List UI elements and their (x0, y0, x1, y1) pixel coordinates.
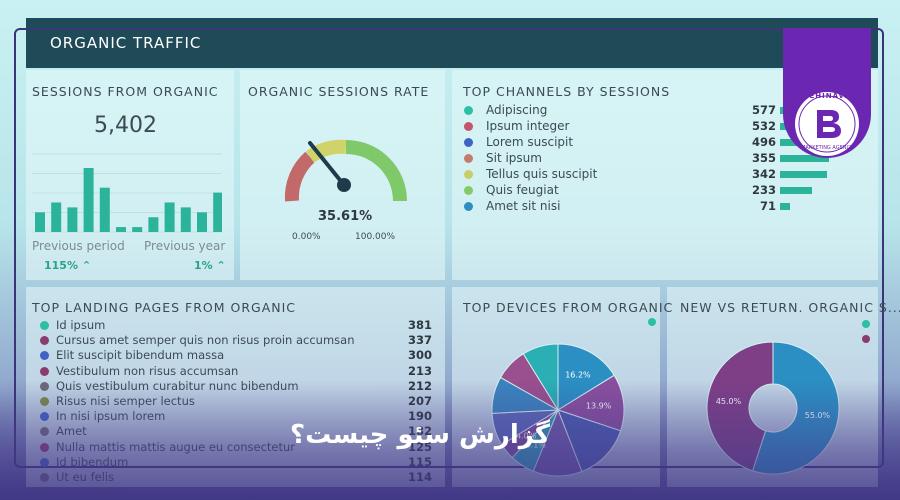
arrow-up-icon: ⌃ (81, 259, 92, 272)
bottom-gradient-overlay (0, 380, 900, 500)
rate-min-label: 0.00% (292, 232, 321, 242)
gauge-hub (337, 178, 351, 192)
session-bar (99, 187, 110, 232)
channel-value: 355 (751, 151, 776, 165)
channel-label: Ipsum integer (486, 119, 570, 133)
channel-bar (780, 203, 790, 210)
landing-color-dot (40, 336, 49, 346)
channel-value: 532 (751, 119, 776, 133)
logo-brand-text: BEHINAVA (803, 92, 851, 100)
devices-legend-stub (648, 318, 658, 478)
newret-title: NEW VS RETURN. ORGANIC S... (680, 300, 900, 315)
legend-dot (648, 318, 656, 326)
channel-color-dot (464, 106, 473, 115)
channel-bar (780, 171, 828, 178)
channel-value: 233 (751, 183, 776, 197)
channels-title: TOP CHANNELS BY SESSIONS (463, 84, 671, 99)
prev-year-label: Previous year (144, 239, 226, 253)
channel-color-dot (464, 202, 473, 211)
session-bar (164, 202, 175, 232)
channel-label: Lorem suscipit (486, 135, 574, 149)
session-bar (51, 202, 62, 232)
landing-page-label: Vestibulum non risus accumsan (56, 363, 239, 378)
prev-period-pct: 115% ⌃ (44, 259, 92, 272)
gauge-needle (308, 141, 346, 187)
rate-title: ORGANIC SESSIONS RATE (248, 84, 430, 99)
session-bar (180, 207, 191, 232)
channel-value: 577 (751, 103, 776, 117)
gauge-red-arc (284, 151, 315, 202)
landing-page-value: 337 (407, 333, 432, 348)
rate-max-label: 100.00% (355, 232, 396, 242)
landing-page-label: Id ipsum (56, 318, 106, 332)
landing-page-label: Elit suscipit bibendum massa (56, 348, 225, 363)
landing-page-label: Cursus amet semper quis non risus proin … (56, 333, 355, 348)
landing-color-dot (40, 321, 49, 330)
landing-page-value: 213 (407, 363, 432, 378)
channel-color-dot (464, 122, 473, 131)
landing-color-dot (40, 351, 49, 361)
newret-legend-dot-2 (862, 335, 870, 343)
prev-year-pct: 1% ⌃ (194, 259, 226, 272)
session-bar (148, 217, 159, 232)
channel-color-dot (464, 154, 473, 163)
gauge-green-arc (345, 140, 407, 202)
rate-panel (240, 70, 445, 280)
landing-page-value: 300 (407, 348, 432, 363)
landing-page-value: 381 (407, 318, 432, 332)
sessions-bar-chart (32, 153, 222, 233)
session-bar (132, 227, 143, 232)
sessions-value: 5,402 (94, 113, 157, 138)
newret-legend-dot-1 (862, 320, 870, 328)
channel-color-dot (464, 186, 473, 195)
sessions-panel (26, 70, 234, 280)
session-bar (197, 212, 207, 232)
channel-color-dot (464, 138, 473, 147)
prev-period-label: Previous period (32, 239, 125, 253)
channel-label: Quis feugiat (486, 183, 559, 197)
gauge-yellow-arc (305, 139, 347, 163)
header-bar (26, 18, 878, 68)
brand-logo-icon (795, 92, 859, 156)
channel-bar (780, 187, 813, 194)
channel-value: 496 (751, 135, 776, 149)
session-bar (116, 227, 126, 232)
rate-gauge (284, 139, 407, 202)
channel-color-dot (464, 170, 473, 179)
session-bar (83, 168, 94, 232)
devices-slice-label: 16.2% (565, 370, 591, 379)
channel-label: Tellus quis suscipit (486, 167, 598, 181)
logo-tagline-text: MARKETING AGENCY (801, 145, 853, 151)
sessions-title: SESSIONS FROM ORGANIC (32, 84, 219, 99)
page-title: ORGANIC TRAFFIC (50, 34, 202, 52)
session-bar (35, 212, 45, 232)
overlay-title: گزارش سئو چیست؟ (290, 420, 551, 450)
channel-value: 71 (759, 199, 776, 213)
brand-logo-ribbon: BEHINAVA MARKETING AGENCY (783, 28, 871, 158)
session-bar (213, 192, 222, 232)
session-bar (67, 207, 78, 232)
landing-color-dot (40, 366, 49, 376)
channel-value: 342 (751, 167, 776, 181)
arrow-up-icon: ⌃ (216, 259, 226, 272)
rate-value: 35.61% (318, 209, 373, 224)
channel-label: Amet sit nisi (486, 199, 561, 213)
channel-bar (780, 155, 830, 162)
devices-title: TOP DEVICES FROM ORGANIC (463, 300, 674, 315)
channel-label: Adipiscing (486, 103, 548, 117)
channel-label: Sit ipsum (486, 151, 542, 165)
landing-title: TOP LANDING PAGES FROM ORGANIC (32, 300, 297, 315)
